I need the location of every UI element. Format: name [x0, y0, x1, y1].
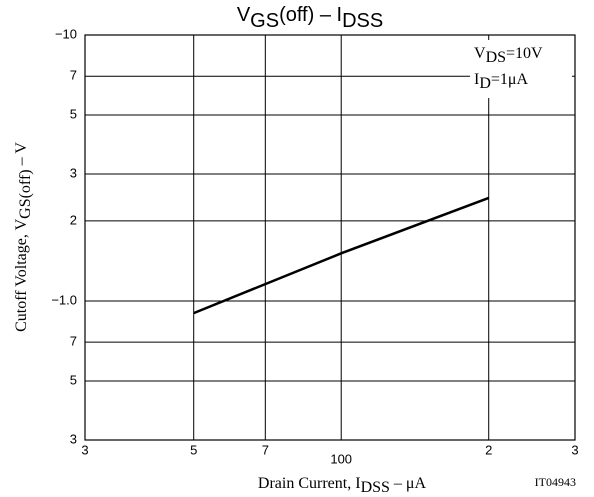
x-tick-label: 5: [190, 442, 197, 457]
y-axis-label: Cutoff Voltage, VGS(off) – V: [13, 142, 35, 332]
x-axis-label: Drain Current, IDSS – μA: [258, 475, 427, 497]
y-axis-label-part: – V: [13, 142, 30, 170]
x-tick-label: 3: [571, 442, 578, 457]
y-tick-label: 2: [70, 212, 77, 227]
annotation: ID=1μA: [474, 71, 528, 93]
y-axis-label-part: Cutoff Voltage, V: [13, 218, 30, 331]
y-tick-label: 5: [70, 372, 77, 387]
y-tick-label: 7: [70, 334, 77, 349]
annotation-part: D: [479, 75, 491, 92]
annotation-box: [470, 40, 572, 98]
chart-title-part: (off) – I: [279, 4, 342, 26]
x-axis-label-part: – μA: [390, 475, 427, 492]
chart-title-part: DSS: [342, 10, 383, 32]
annotation-part: =10V: [506, 45, 543, 62]
x-tick-label: 2: [485, 442, 492, 457]
figure-code: IT04943: [535, 475, 576, 489]
annotation-part: =1μA: [491, 71, 529, 88]
y-tick-label: 3: [70, 165, 77, 180]
x-axis-label-part: Drain Current, I: [258, 475, 361, 492]
annotation-part: V: [474, 45, 486, 62]
y-tick-label: −10: [55, 26, 77, 41]
x-axis-label-part: DSS: [361, 479, 390, 496]
y-tick-label: 5: [70, 106, 77, 121]
y-tick-label: −1.0: [51, 292, 77, 307]
y-tick-label: 3: [70, 431, 77, 446]
chart-title-part: V: [237, 4, 251, 26]
x-tick-label: 100: [330, 451, 352, 466]
y-axis-label-part: GS(off): [17, 169, 34, 218]
chart-title: VGS(off) – IDSS: [237, 4, 383, 32]
y-tick-label: 7: [70, 68, 77, 83]
chart-title-part: GS: [250, 10, 279, 32]
annotation: VDS=10V: [474, 45, 543, 67]
data-line: [193, 196, 490, 315]
annotation-part: I: [474, 71, 479, 88]
x-tick-label: 3: [81, 442, 88, 457]
annotation-part: DS: [486, 49, 506, 66]
x-tick-label: 7: [262, 442, 269, 457]
